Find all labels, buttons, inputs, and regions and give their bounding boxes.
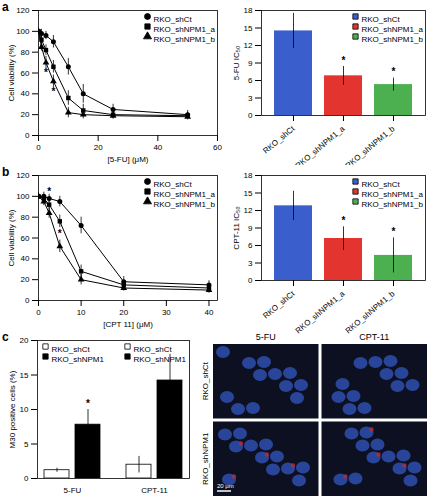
- svg-text:60: 60: [21, 234, 30, 243]
- svg-text:RKO_shNPM1_a: RKO_shNPM1_a: [362, 25, 424, 34]
- svg-text:RKO_shNPM1_a: RKO_shNPM1_a: [154, 190, 216, 199]
- svg-text:15: 15: [20, 371, 29, 380]
- svg-text:RKO_shNPM1: RKO_shNPM1: [201, 432, 210, 485]
- svg-text:RKO_shCt: RKO_shCt: [261, 289, 297, 321]
- svg-text:RKO_shNPM1_a: RKO_shNPM1_a: [154, 25, 216, 34]
- svg-text:RKO_shNPM1_a: RKO_shNPM1_a: [362, 190, 424, 199]
- svg-text:RKO_shCt: RKO_shCt: [261, 124, 297, 156]
- svg-text:80: 80: [21, 48, 30, 57]
- svg-text:5-FU: 5-FU: [256, 332, 276, 342]
- svg-text:*: *: [44, 67, 48, 78]
- svg-text:RKO_shCt: RKO_shCt: [154, 180, 193, 189]
- svg-text:120: 120: [16, 6, 30, 15]
- html-text:a: a: [2, 0, 9, 14]
- svg-text:Cell viability (%): Cell viability (%): [7, 209, 16, 266]
- svg-text:[CPT 11] (μM): [CPT 11] (μM): [103, 320, 153, 329]
- html-text:b: b: [2, 165, 10, 179]
- svg-text:6: 6: [248, 76, 253, 85]
- svg-text:RKO_shCt: RKO_shCt: [362, 15, 401, 24]
- svg-text:RKO_shNPM1_b: RKO_shNPM1_b: [154, 200, 216, 209]
- svg-text:*: *: [392, 66, 396, 77]
- svg-text:RKO_shNPM1_a: RKO_shNPM1_a: [294, 124, 347, 171]
- svg-text:CPT-11 IC₅₀: CPT-11 IC₅₀: [232, 206, 241, 249]
- svg-text:18: 18: [244, 171, 253, 180]
- svg-text:100: 100: [16, 192, 30, 201]
- svg-text:0: 0: [36, 143, 41, 152]
- svg-text:0: 0: [36, 308, 41, 317]
- svg-text:RKO_shNPM1_b: RKO_shNPM1_b: [362, 200, 424, 209]
- svg-text:60: 60: [21, 69, 30, 78]
- svg-text:0: 0: [248, 276, 253, 285]
- svg-text:30: 30: [162, 308, 171, 317]
- html-text:c: c: [2, 330, 9, 344]
- svg-text:Cell viability (%): Cell viability (%): [7, 44, 16, 101]
- svg-text:RKO_shNPM1_b: RKO_shNPM1_b: [344, 124, 397, 171]
- svg-text:*: *: [86, 398, 90, 409]
- svg-text:RKO_shNPM1_b: RKO_shNPM1_b: [362, 35, 424, 44]
- svg-text:3: 3: [248, 94, 253, 103]
- svg-text:5-FU: 5-FU: [64, 486, 82, 495]
- svg-text:120: 120: [16, 171, 30, 180]
- svg-text:20: 20: [21, 275, 30, 284]
- svg-text:18: 18: [244, 6, 253, 15]
- svg-text:12: 12: [244, 41, 253, 50]
- svg-text:20 μm: 20 μm: [217, 483, 234, 489]
- svg-text:RKO_shCt: RKO_shCt: [134, 345, 173, 354]
- svg-text:5: 5: [24, 440, 29, 449]
- svg-text:15: 15: [244, 189, 253, 198]
- svg-text:CPT-11: CPT-11: [141, 486, 168, 495]
- svg-text:15: 15: [244, 24, 253, 33]
- svg-text:9: 9: [248, 224, 253, 233]
- svg-text:*: *: [51, 86, 55, 97]
- svg-text:*: *: [392, 226, 396, 237]
- svg-text:CPT-11: CPT-11: [359, 332, 389, 342]
- svg-text:*: *: [342, 215, 346, 226]
- svg-text:40: 40: [21, 89, 30, 98]
- svg-text:40: 40: [21, 254, 30, 263]
- svg-text:RKO_shNPM1_b: RKO_shNPM1_b: [154, 35, 216, 44]
- svg-text:RKO_shNPM1_a: RKO_shNPM1_a: [294, 289, 347, 336]
- svg-text:RKO_shNPM1: RKO_shNPM1: [134, 355, 187, 364]
- svg-text:9: 9: [248, 59, 253, 68]
- svg-text:20: 20: [20, 336, 29, 345]
- svg-text:100: 100: [16, 27, 30, 36]
- svg-text:RKO_shNPM1: RKO_shNPM1: [52, 355, 105, 364]
- svg-text:12: 12: [244, 206, 253, 215]
- svg-text:RKO_shCt: RKO_shCt: [362, 180, 401, 189]
- svg-text:6: 6: [248, 241, 253, 250]
- svg-text:20: 20: [21, 110, 30, 119]
- svg-text:RKO_shNPM1_b: RKO_shNPM1_b: [344, 289, 397, 336]
- svg-text:0: 0: [248, 111, 253, 120]
- svg-text:RKO_shCt: RKO_shCt: [201, 361, 210, 400]
- svg-text:10: 10: [20, 405, 29, 414]
- svg-text:[5-FU] (μM): [5-FU] (μM): [107, 155, 148, 164]
- svg-text:60: 60: [213, 143, 222, 152]
- svg-text:20: 20: [94, 143, 103, 152]
- svg-text:20: 20: [119, 308, 128, 317]
- svg-text:*: *: [342, 55, 346, 66]
- svg-text:80: 80: [21, 213, 30, 222]
- svg-text:RKO_shCt: RKO_shCt: [52, 345, 91, 354]
- svg-text:0: 0: [25, 296, 30, 305]
- svg-text:40: 40: [205, 308, 214, 317]
- svg-text:M30 positive cells (%): M30 positive cells (%): [8, 370, 17, 448]
- svg-text:RKO_shCt: RKO_shCt: [154, 15, 193, 24]
- svg-text:0: 0: [25, 131, 30, 140]
- svg-text:*: *: [58, 228, 62, 239]
- svg-text:40: 40: [153, 143, 162, 152]
- svg-text:5-FU IC₅₀: 5-FU IC₅₀: [232, 46, 241, 81]
- svg-text:*: *: [47, 186, 51, 197]
- svg-text:3: 3: [248, 259, 253, 268]
- svg-text:10: 10: [77, 308, 86, 317]
- svg-text:0: 0: [24, 474, 29, 483]
